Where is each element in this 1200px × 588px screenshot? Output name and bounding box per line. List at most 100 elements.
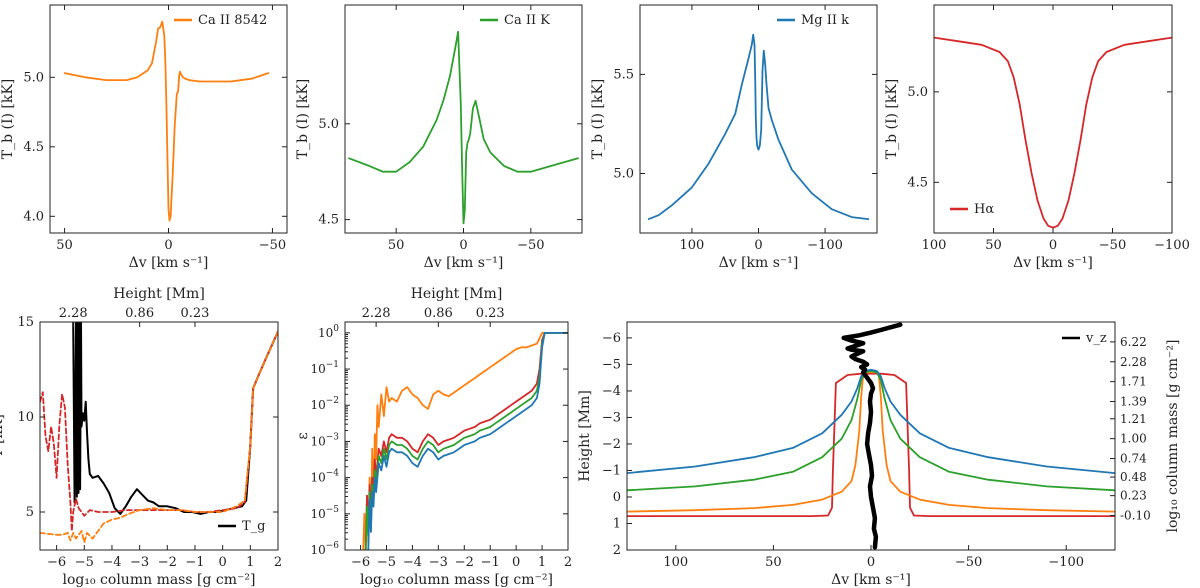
y-tick-label: −6	[602, 331, 621, 346]
series-line-v-z	[841, 322, 903, 550]
x-tick-label: 0	[754, 238, 762, 253]
y-tick-label: 5.0	[907, 85, 928, 100]
x-tick-label: −50	[517, 238, 544, 253]
top-tick-label: 0.86	[125, 306, 154, 321]
y-tick-label: 5.0	[613, 167, 634, 182]
legend: Ca II 8542	[174, 13, 267, 28]
x-tick-label: −4	[403, 555, 422, 570]
y-tick-label: −5	[602, 357, 621, 372]
right-tick-label: 1.39	[1120, 395, 1147, 409]
series-line-h-	[627, 372, 1115, 517]
right-axis-label: log₁₀ column mass [g cm⁻²]	[1165, 340, 1181, 533]
chart-p7: 100 50 0 −50 −100 2 1 0 −1 −2 −3 −4 −5 −6 Δv [km s⁻¹] H…	[577, 321, 1181, 588]
top-tick-label: 0.23	[181, 306, 210, 321]
top-tick-label: 2.28	[59, 306, 88, 321]
top-tick-label: 0.86	[424, 306, 453, 321]
legend-label: T_g	[242, 519, 266, 534]
y-tick-label: 10−2	[310, 396, 339, 412]
series-line-ca-ii-k	[627, 370, 1115, 492]
axes-frame	[344, 321, 569, 551]
series-group	[63, 20, 270, 222]
series-line-ca-ii-8542	[63, 20, 270, 222]
top-tick-label: 2.28	[362, 306, 391, 321]
chart-p5: −6 −5 −4 −3 −2 −1 0 1 2 5 10 15 log₁₀ column mass [g…	[0, 286, 282, 588]
series-group	[627, 322, 1115, 550]
top-axis-label: Height [Mm]	[411, 286, 503, 302]
y-axis-label: T_b (I) [kK]	[590, 79, 606, 160]
legend-label: v_z	[1085, 331, 1107, 346]
y-axis-label: T [kK]	[0, 414, 6, 458]
y-tick-label: −3	[602, 410, 621, 425]
series-group	[934, 36, 1172, 229]
x-tick-label: −4	[102, 555, 121, 570]
series-line-mg-ii-k	[627, 368, 1115, 475]
axes-frame	[933, 4, 1173, 234]
chart-p3: 100 0 −100 5.0 5.5 Δv [km s⁻¹] T_b (I) [kK] Mg …	[590, 4, 878, 271]
legend: Mg II k	[777, 13, 849, 28]
x-tick-label: 100	[663, 555, 688, 570]
x-tick-label: −3	[429, 555, 448, 570]
x-tick-label: −50	[1099, 238, 1126, 253]
x-axis-label: Δv [km s⁻¹]	[1013, 255, 1093, 271]
y-tick-label: 10	[17, 410, 34, 425]
y-axis-label: Height [Mm]	[577, 390, 593, 482]
series-line-red-dashed	[40, 330, 278, 532]
y-tick-label: 5	[26, 505, 34, 520]
x-tick-label: −50	[955, 555, 982, 570]
x-tick-label: −5	[75, 555, 94, 570]
right-tick-label: 0.48	[1120, 470, 1147, 484]
y-tick-label: 5.0	[23, 70, 44, 85]
y-tick-label: 10−1	[310, 360, 339, 376]
top-axis-label: Height [Mm]	[113, 286, 205, 302]
y-tick-label: 10−5	[310, 505, 339, 521]
x-tick-label: 50	[765, 555, 782, 570]
x-tick-label: 0	[164, 238, 172, 253]
x-tick-label: 0	[512, 555, 520, 570]
legend-label: Ca II K	[504, 13, 550, 28]
y-tick-label: 5.5	[613, 67, 634, 82]
series-line-ca-ii-k	[364, 331, 568, 550]
x-tick-label: −100	[1154, 238, 1190, 253]
x-tick-label: −6	[351, 555, 370, 570]
x-tick-label: 100	[922, 238, 947, 253]
x-axis-label: Δv [km s⁻¹]	[129, 255, 209, 271]
series-line-h-	[934, 36, 1172, 229]
x-tick-label: −100	[807, 238, 843, 253]
x-axis-label: log₁₀ column mass [g cm⁻²]	[360, 572, 553, 588]
y-axis-label: T_b (I) [kK]	[295, 79, 311, 160]
x-tick-label: 2	[274, 555, 282, 570]
y-axis-label: T_b (I) [kK]	[0, 79, 16, 160]
chart-p6: −6 −5 −4 −3 −2 −1 0 1 2 10−6 10−5 10−4 10−3 10−2 10−1 1…	[295, 286, 572, 588]
legend: T_g	[218, 519, 266, 534]
y-tick-label: 15	[17, 315, 34, 330]
series-group	[362, 331, 568, 550]
x-axis-label: Δv [km s⁻¹]	[831, 572, 911, 588]
top-tick-label: 0.23	[476, 306, 505, 321]
legend: v_z	[1062, 331, 1107, 346]
legend-label: Hα	[974, 202, 994, 217]
chart-p2: 50 0 −50 4.5 5.0 Δv [km s⁻¹] T_b (I) [kK] Ca II…	[295, 4, 583, 271]
y-tick-label: 4.5	[23, 140, 44, 155]
x-tick-label: −100	[1048, 555, 1084, 570]
y-tick-label: −2	[602, 437, 621, 452]
y-tick-label: 10−6	[310, 541, 339, 557]
series-line-ca-ii-8542	[362, 331, 568, 550]
x-tick-label: 50	[985, 238, 1002, 253]
right-tick-label: 1.00	[1120, 432, 1147, 446]
y-tick-label: 5.0	[318, 117, 339, 132]
x-tick-label: −5	[377, 555, 396, 570]
chart-p4: 100 50 0 −50 −100 4.5 5.0 Δv [km s⁻¹] T_b (I) [k…	[884, 4, 1190, 271]
right-tick-label: -0.10	[1120, 509, 1151, 523]
x-tick-label: 2	[564, 555, 572, 570]
x-tick-label: 0	[867, 555, 875, 570]
series-line-ca-ii-8542	[627, 371, 1115, 513]
y-tick-label: 10−4	[310, 469, 339, 485]
right-tick-label: 1.21	[1120, 412, 1147, 426]
x-tick-label: 0	[459, 238, 467, 253]
axes-frame	[639, 4, 878, 234]
y-tick-label: 1	[613, 516, 621, 531]
x-axis-label: Δv [km s⁻¹]	[424, 255, 504, 271]
legend-label: Ca II 8542	[198, 13, 267, 28]
x-axis-label: log₁₀ column mass [g cm⁻²]	[63, 572, 256, 588]
